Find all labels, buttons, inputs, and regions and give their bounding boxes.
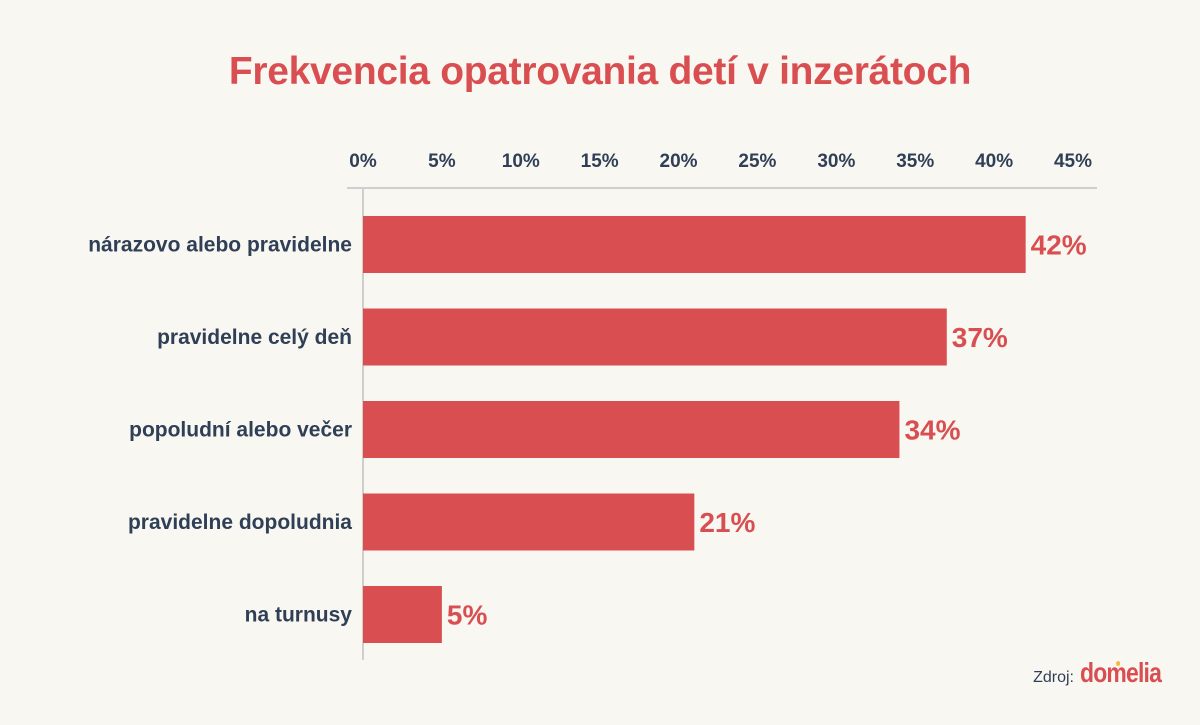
category-label: pravidelne dopoludnia [128,511,352,534]
bar [363,308,947,366]
bar [363,586,442,643]
value-labels: 42% 37% 34% 21% 5% [447,230,1087,631]
bar [363,493,695,551]
category-label: nárazovo alebo pravidelne [88,234,352,257]
x-axis-ticks: 0% 5% 10% 15% 20% 25% 30% 35% 40% 45% [349,151,1092,172]
x-tick-label: 45% [1054,151,1092,172]
value-label: 37% [952,322,1008,353]
bars [363,216,1026,643]
bar [363,216,1026,273]
x-tick-label: 35% [896,151,934,172]
bar [363,401,900,458]
category-label: popoludní alebo večer [129,419,352,442]
x-tick-label: 10% [502,151,540,172]
x-tick-label: 15% [581,151,619,172]
logo-text: domelia [1080,657,1162,688]
category-labels: nárazovo alebo pravidelne pravidelne celý… [88,234,352,627]
domelia-logo[interactable]: domelia [1080,657,1162,689]
source-label: Zdroj: [1033,669,1074,686]
source-credit: Zdroj: domelia [1033,657,1162,689]
logo-dot-icon [1116,661,1121,666]
x-tick-label: 40% [975,151,1013,172]
value-label: 42% [1031,230,1087,261]
x-tick-label: 25% [738,151,776,172]
category-label: na turnusy [245,604,353,627]
x-tick-label: 0% [349,151,377,172]
chart-title: Frekvencia opatrovania detí v inzerátoch [228,50,972,93]
x-tick-label: 30% [817,151,855,172]
value-label: 21% [699,507,755,538]
value-label: 34% [904,415,960,446]
x-tick-label: 20% [660,151,698,172]
value-label: 5% [447,600,488,631]
category-label: pravidelne celý deň [157,326,352,349]
x-tick-label: 5% [428,151,456,172]
